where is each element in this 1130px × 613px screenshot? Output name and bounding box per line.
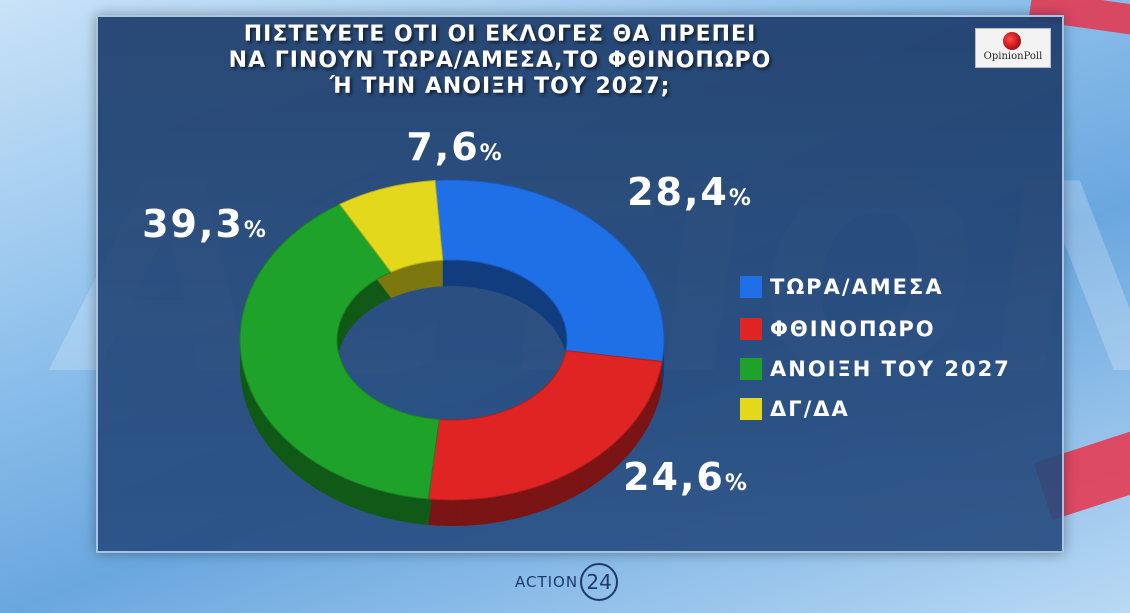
action24-logo: ACTION 24 (515, 562, 619, 602)
legend-item-2: ΑΝΟΙΞΗ ΤΟΥ 2027 (740, 354, 1011, 384)
legend-label-2: ΑΝΟΙΞΗ ΤΟΥ 2027 (770, 357, 1011, 381)
legend-label-3: ΔΓ/ΔΑ (770, 397, 850, 421)
chart-title-line-1: ΠΙΣΤΕΥΕΤΕ ΟΤΙ ΟΙ ΕΚΛΟΓΕΣ ΘΑ ΠΡΕΠΕΙ (243, 22, 757, 47)
legend-swatch-2 (740, 358, 762, 380)
donut-hole (339, 262, 565, 418)
legend-swatch-0 (740, 276, 762, 298)
opinionpoll-logo: OpinionPoll (975, 28, 1051, 68)
donut-slices (239, 179, 665, 501)
legend-label-0: ΤΩΡΑ/ΑΜΕΣΑ (770, 275, 944, 299)
opinionpoll-logo-icon (1003, 32, 1021, 50)
donut-slice-3 (338, 179, 444, 273)
chart-title-line-2: ΝΑ ΓΙΝΟΥΝ ΤΩΡΑ/ΑΜΕΣΑ,ΤΟ ΦΘΙΝΟΠΩΡΟ (228, 48, 772, 73)
opinionpoll-logo-text: OpinionPoll (983, 51, 1043, 62)
legend-item-1: ΦΘΙΝΟΠΩΡΟ (740, 314, 936, 344)
slice-value-label-0: 28,4% (627, 170, 753, 214)
slice-value-label-2: 39,3% (142, 202, 268, 246)
chart-title-line-3: Ή ΤΗΝ ΑΝΟΙΞΗ ΤΟΥ 2027; (329, 74, 671, 99)
legend-item-0: ΤΩΡΑ/ΑΜΕΣΑ (740, 272, 944, 302)
legend-swatch-3 (740, 398, 762, 420)
donut-slice-0 (434, 179, 665, 363)
legend-swatch-1 (740, 318, 762, 340)
slice-value-label-3: 7,6% (406, 125, 503, 169)
donut-slice-1 (427, 350, 663, 501)
action24-logo-text: ACTION (515, 573, 579, 591)
donut-slice-2 (239, 203, 440, 500)
slice-value-label-1: 24,6% (623, 455, 749, 499)
legend-item-3: ΔΓ/ΔΑ (740, 394, 850, 424)
chart-title: ΠΙΣΤΕΥΕΤΕ ΟΤΙ ΟΙ ΕΚΛΟΓΕΣ ΘΑ ΠΡΕΠΕΙ ΝΑ ΓΙ… (200, 22, 800, 100)
action24-logo-number: 24 (580, 563, 619, 601)
legend-label-1: ΦΘΙΝΟΠΩΡΟ (770, 317, 936, 341)
